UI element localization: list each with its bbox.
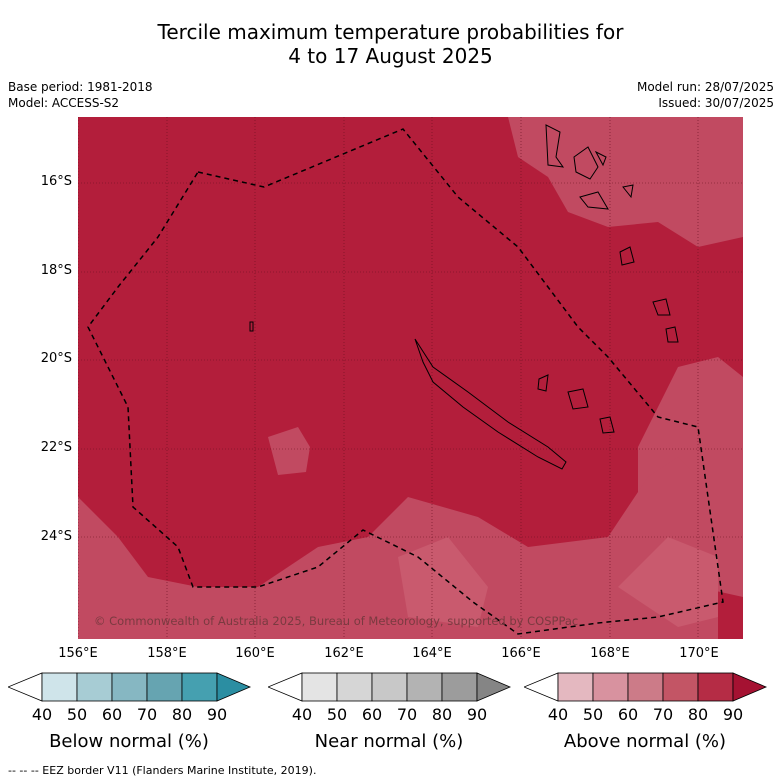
eez-border xyxy=(87,128,724,635)
colorbar-below-cell-1 xyxy=(41,672,78,702)
model-name: Model: ACCESS-S2 xyxy=(8,96,120,110)
colorbar-above-cell-2 xyxy=(592,672,629,702)
colorbar-near-tick-50: 50 xyxy=(326,705,348,724)
lon-label-156e: 156°E xyxy=(58,646,98,661)
lifou-outline xyxy=(567,388,589,410)
colorbar-below-tick-70: 70 xyxy=(136,705,158,724)
colorbar-near-tick-80: 80 xyxy=(431,705,453,724)
colorbar-below-title: Below normal (%) xyxy=(49,731,209,752)
colorbar-above-tick-40: 40 xyxy=(547,705,569,724)
colorbar-below-tick-90: 90 xyxy=(206,705,228,724)
probability-patch-above-80-w xyxy=(268,427,310,475)
probability-patch-above-80-s xyxy=(78,457,718,639)
colorbar-near-normal xyxy=(266,672,512,708)
base-period: Base period: 1981-2018 xyxy=(8,80,153,94)
lat-label-24s: 24°S xyxy=(40,529,72,544)
lat-label-18s: 18°S xyxy=(40,263,72,278)
mare-outline xyxy=(599,416,615,434)
island-outline-2 xyxy=(622,184,634,199)
model-run: Model run: 28/07/2025 xyxy=(636,80,774,94)
lon-label-170e: 170°E xyxy=(679,646,719,661)
new-caledonia-outline xyxy=(414,338,567,470)
colorbar-above-tick-50: 50 xyxy=(582,705,604,724)
map-title-line2: 4 to 17 August 2025 xyxy=(288,44,493,68)
lon-label-162e: 162°E xyxy=(324,646,364,661)
graticule xyxy=(78,117,743,639)
colorbar-below-cell-0 xyxy=(6,672,43,702)
map-canvas xyxy=(78,117,743,639)
colorbar-near-cell-6 xyxy=(476,672,512,702)
efate-outline xyxy=(579,191,609,210)
colorbar-below-normal xyxy=(6,672,252,708)
colorbar-below-tick-40: 40 xyxy=(31,705,53,724)
colorbar-below-tick-50: 50 xyxy=(66,705,88,724)
island-outline-1 xyxy=(594,150,607,167)
lon-label-160e: 160°E xyxy=(235,646,275,661)
colorbar-near-tick-60: 60 xyxy=(361,705,383,724)
map-title-line1: Tercile maximum temperature probabilitie… xyxy=(157,20,624,44)
colorbar-below-tick-80: 80 xyxy=(171,705,193,724)
eez-footnote: -- -- -- EEZ border V11 (Flanders Marine… xyxy=(8,764,317,777)
colorbar-above-tick-90: 90 xyxy=(722,705,744,724)
colorbar-near-tick-90: 90 xyxy=(466,705,488,724)
colorbar-near-cell-5 xyxy=(441,672,478,702)
colorbar-above-title: Above normal (%) xyxy=(563,731,727,752)
colorbar-near-cell-4 xyxy=(406,672,443,702)
colorbar-near-cell-0 xyxy=(266,672,303,702)
erromango-outline xyxy=(619,246,635,266)
colorbar-above-cell-4 xyxy=(662,672,699,702)
tanna-outline xyxy=(652,298,671,316)
colorbar-above-cell-0 xyxy=(522,672,559,702)
colorbar-above-tick-70: 70 xyxy=(652,705,674,724)
lat-label-22s: 22°S xyxy=(40,440,72,455)
lon-label-168e: 168°E xyxy=(590,646,630,661)
colorbar-below-cell-3 xyxy=(111,672,148,702)
colorbar-above-cell-3 xyxy=(627,672,664,702)
map-panel: © Commonwealth of Australia 2025, Bureau… xyxy=(78,117,743,639)
colorbar-above-cell-1 xyxy=(557,672,594,702)
coastlines xyxy=(249,124,679,470)
colorbar-below-cell-5 xyxy=(181,672,218,702)
espiritu-santo-outline xyxy=(545,124,565,168)
colorbar-above-tick-80: 80 xyxy=(687,705,709,724)
colorbar-near-cell-3 xyxy=(371,672,408,702)
colorbar-below-cell-2 xyxy=(76,672,113,702)
colorbar-below-cell-4 xyxy=(146,672,183,702)
malakula-outline xyxy=(573,146,599,180)
colorbar-near-title: Near normal (%) xyxy=(314,731,464,752)
colorbar-above-cell-6 xyxy=(732,672,768,702)
lat-label-16s: 16°S xyxy=(40,174,72,189)
colorbar-near-cell-2 xyxy=(336,672,373,702)
aneityum-outline xyxy=(665,326,679,343)
probability-patch-above-70-se xyxy=(618,537,718,627)
colorbar-below-cell-6 xyxy=(216,672,252,702)
chesterfield-islet-outline xyxy=(249,321,254,332)
colorbar-near-cell-1 xyxy=(301,672,338,702)
colorbar-above-cell-5 xyxy=(697,672,734,702)
colorbar-near-tick-70: 70 xyxy=(396,705,418,724)
lon-label-166e: 166°E xyxy=(501,646,541,661)
lat-label-20s: 20°S xyxy=(40,351,72,366)
colorbar-below-tick-60: 60 xyxy=(101,705,123,724)
issued-date: Issued: 30/07/2025 xyxy=(658,96,774,110)
ouvea-outline xyxy=(537,374,549,392)
lon-label-158e: 158°E xyxy=(147,646,187,661)
colorbar-above-normal xyxy=(522,672,768,708)
colorbar-near-tick-40: 40 xyxy=(291,705,313,724)
colorbar-above-tick-60: 60 xyxy=(617,705,639,724)
probability-patch-above-80-ne xyxy=(508,117,743,247)
lon-label-164e: 164°E xyxy=(412,646,452,661)
copyright-notice: © Commonwealth of Australia 2025, Bureau… xyxy=(94,614,579,628)
